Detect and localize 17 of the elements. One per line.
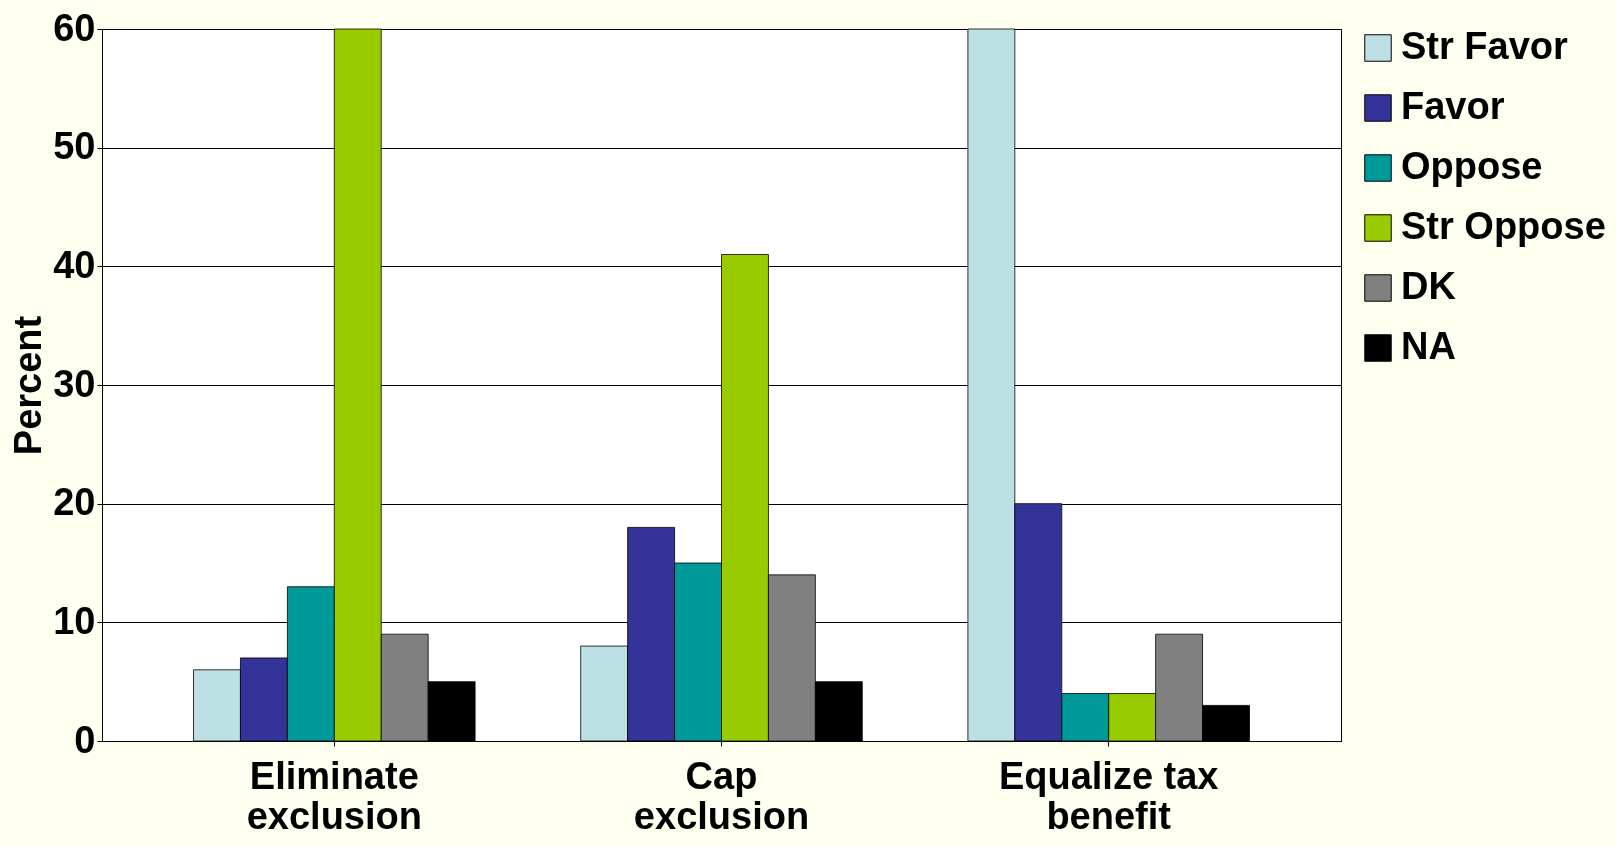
y-tick-label: 50: [53, 125, 96, 168]
y-tick-label: 0: [74, 718, 96, 761]
legend-label: Oppose: [1401, 145, 1543, 187]
y-tick-label: 60: [53, 6, 96, 49]
legend-label: Str Favor: [1401, 25, 1569, 67]
legend-label: NA: [1401, 325, 1456, 367]
y-tick-label: 40: [53, 243, 96, 286]
x-tick-label: Eliminate exclusion: [246, 754, 422, 837]
y-tick-label: 10: [53, 599, 96, 642]
legend-label: DK: [1401, 265, 1457, 307]
x-tick-label: Equalize tax benefit: [998, 754, 1219, 837]
y-tick-label: 20: [53, 481, 96, 524]
y-tick-label: 30: [53, 362, 96, 405]
legend-label: Favor: [1401, 85, 1505, 127]
y-axis-title: Percent: [7, 315, 50, 456]
legend-label: Str Oppose: [1401, 205, 1606, 247]
x-tick-label: Cap exclusion: [633, 754, 810, 837]
